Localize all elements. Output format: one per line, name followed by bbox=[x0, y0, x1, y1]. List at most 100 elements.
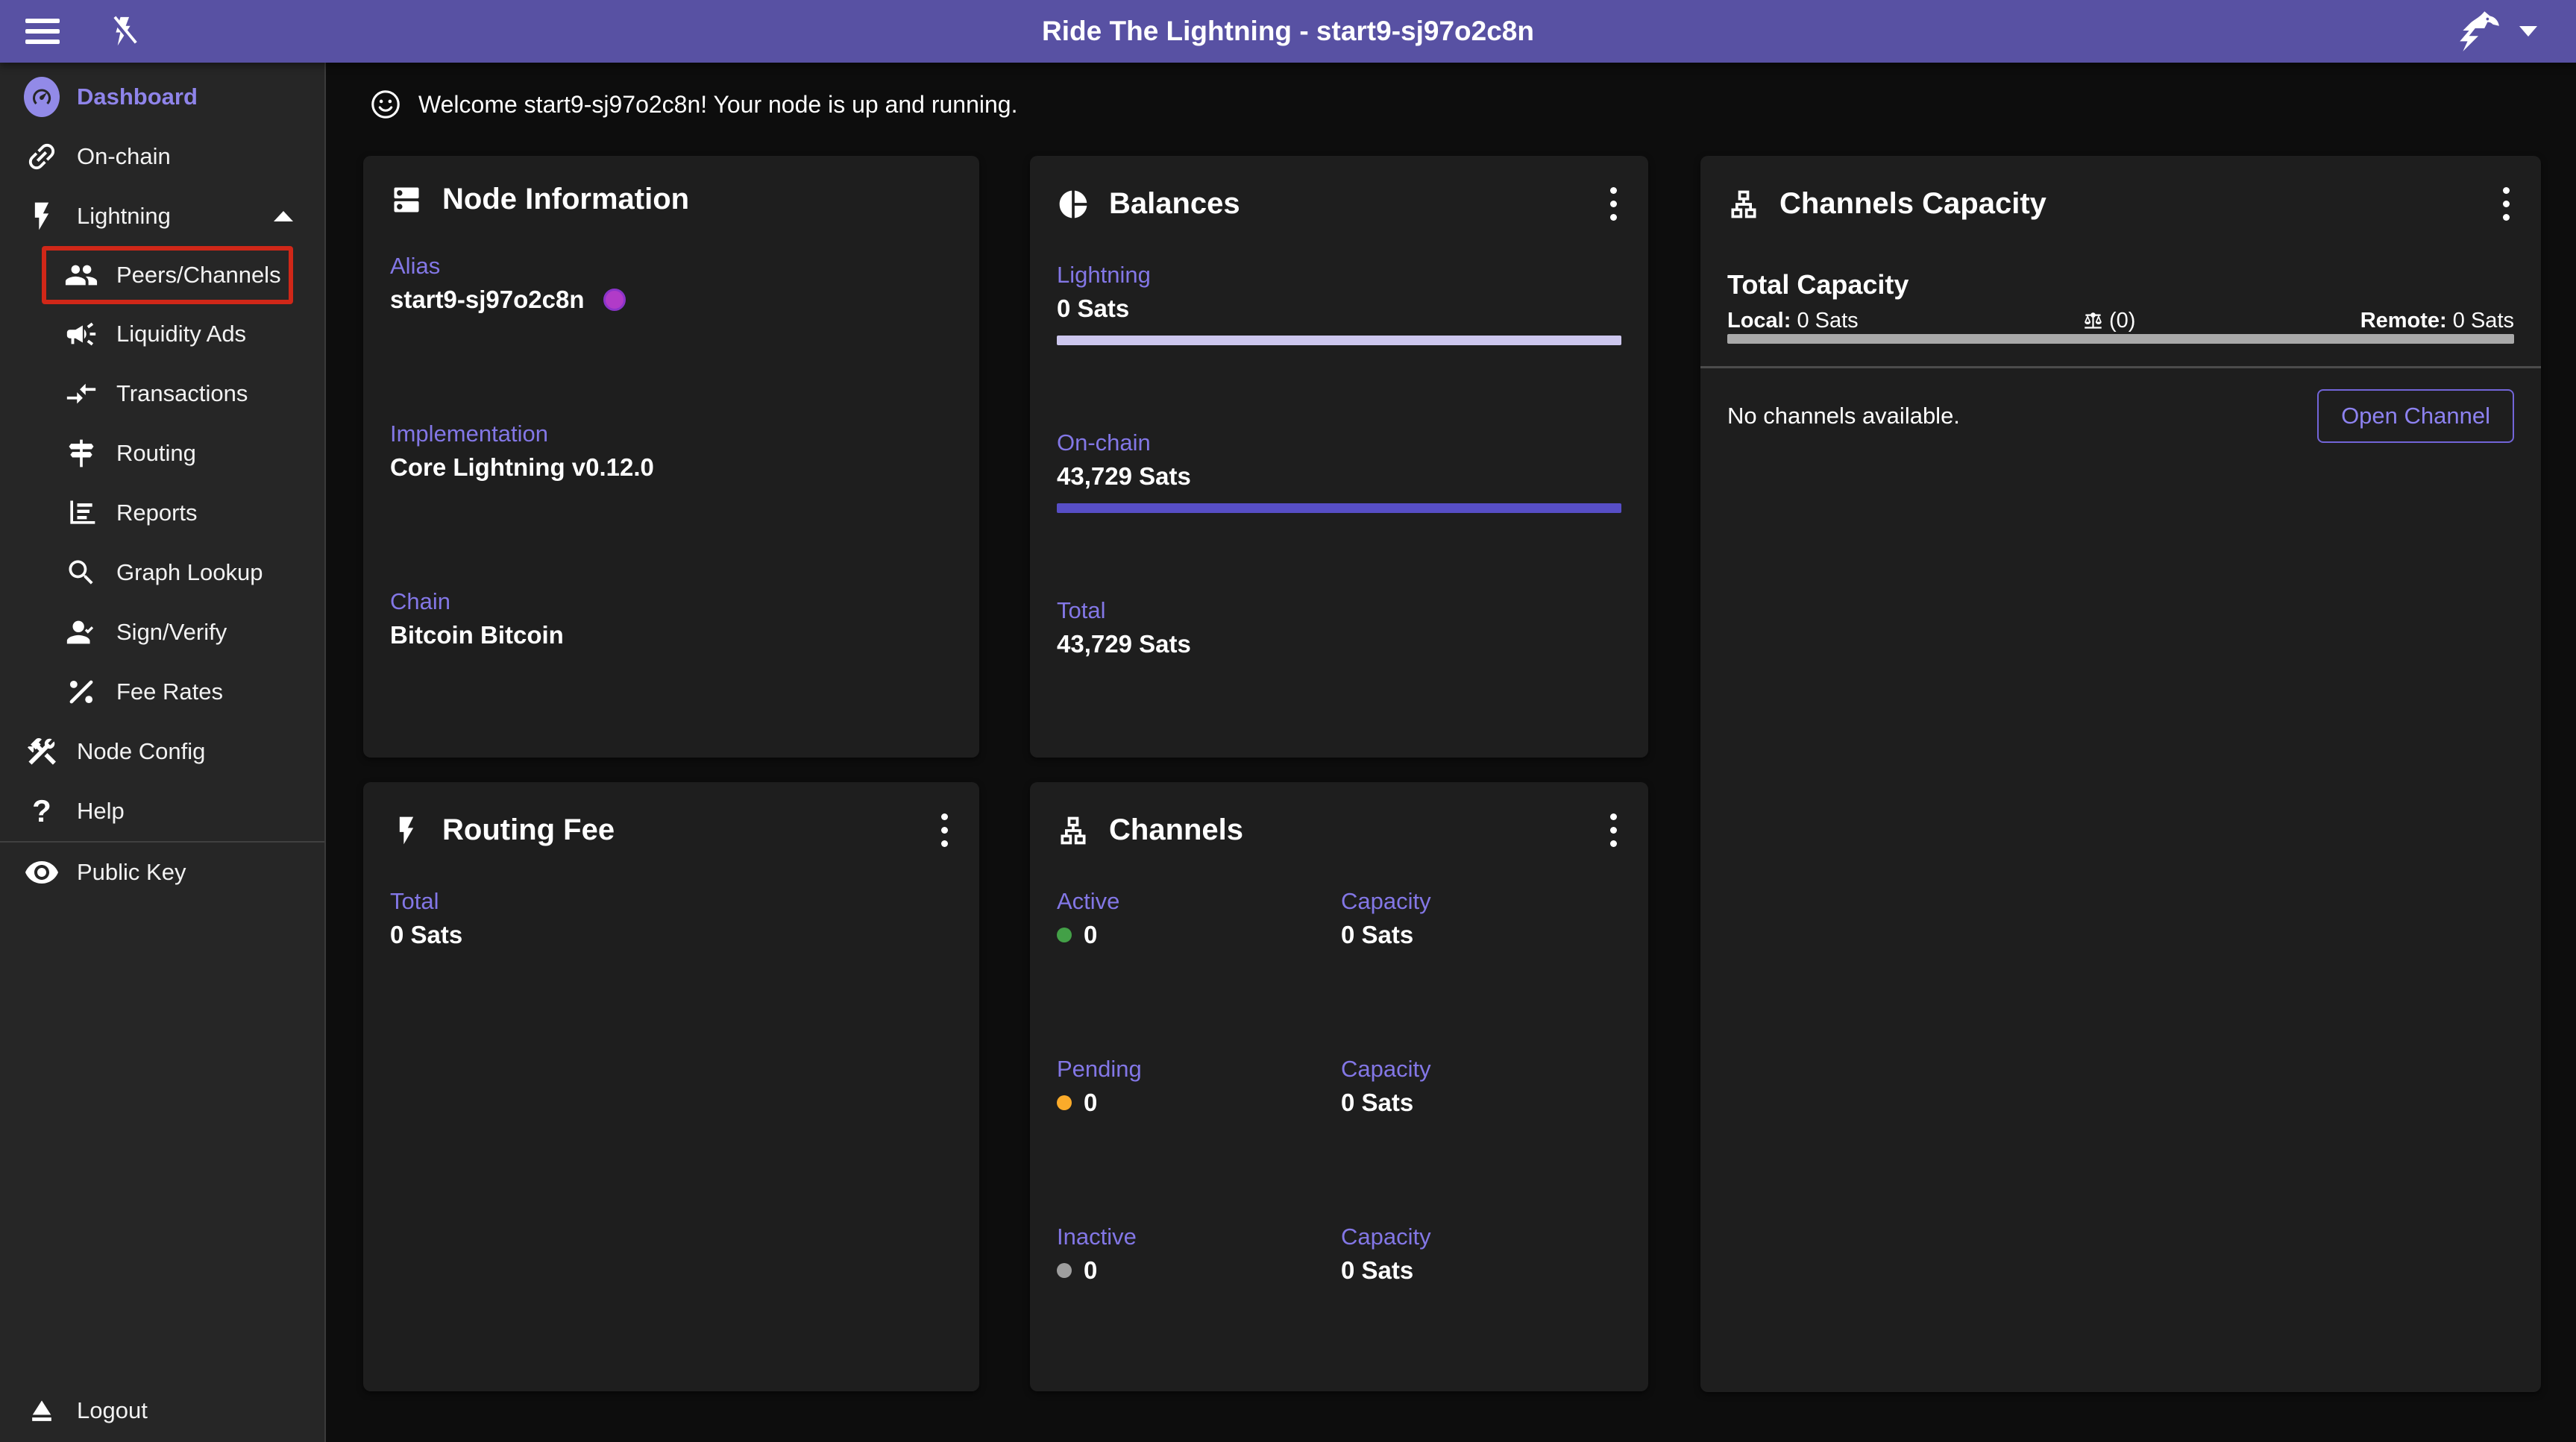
flash-off-icon[interactable] bbox=[106, 14, 140, 48]
network-hub-icon bbox=[1731, 190, 1756, 218]
sidebar-item-routing[interactable]: Routing bbox=[0, 424, 324, 483]
sidebar-item-label: Peers/Channels bbox=[116, 262, 281, 288]
channels-card: Channels Active 0 Capacity 0 Sats P bbox=[1030, 782, 1648, 1391]
report-chart-icon bbox=[63, 495, 99, 531]
pending-channels-label: Pending bbox=[1057, 1056, 1142, 1082]
sidebar-item-lightning[interactable]: Lightning bbox=[0, 186, 324, 246]
sidebar-item-help[interactable]: ? Help bbox=[0, 781, 324, 841]
inactive-capacity-label: Capacity bbox=[1341, 1224, 1431, 1250]
implementation-value: Core Lightning v0.12.0 bbox=[390, 453, 654, 481]
remote-value: 0 Sats bbox=[2452, 309, 2514, 333]
welcome-text: Welcome start9-sj97o2c8n! Your node is u… bbox=[418, 90, 1018, 118]
routing-fee-card: Routing Fee Total 0 Sats bbox=[363, 782, 979, 1391]
alias-label: Alias bbox=[390, 253, 441, 279]
sidebar-item-node-config[interactable]: Node Config bbox=[0, 722, 324, 781]
chain-value: Bitcoin Bitcoin bbox=[390, 621, 564, 649]
sidebar-item-label: Graph Lookup bbox=[116, 559, 263, 585]
group-icon bbox=[63, 257, 99, 293]
pending-capacity-label: Capacity bbox=[1341, 1056, 1431, 1082]
sidebar-item-label: Sign/Verify bbox=[116, 619, 227, 645]
balance-count: (0) bbox=[2108, 309, 2136, 333]
card-title: Channels bbox=[1109, 813, 1244, 846]
sidebar-item-fee-rates[interactable]: Fee Rates bbox=[0, 662, 324, 722]
sidebar-item-label: Help bbox=[77, 798, 125, 824]
pending-status-dot bbox=[1057, 1095, 1072, 1110]
sidebar-item-logout[interactable]: Logout bbox=[0, 1381, 324, 1441]
node-color-dot bbox=[603, 289, 626, 311]
person-check-icon bbox=[63, 614, 99, 650]
inactive-channels-value: 0 bbox=[1084, 1256, 1098, 1284]
balance-scale-icon bbox=[2085, 312, 2102, 329]
signpost-icon bbox=[63, 435, 99, 471]
lightning-balance-bar bbox=[1057, 336, 1621, 345]
total-capacity-heading: Total Capacity bbox=[1727, 269, 1909, 300]
sidebar-item-reports[interactable]: Reports bbox=[0, 483, 324, 543]
sidebar-item-peers-channels[interactable]: Peers/Channels bbox=[42, 246, 293, 304]
sidebar-item-label: Dashboard bbox=[77, 84, 198, 110]
sidebar-item-label: Fee Rates bbox=[116, 679, 224, 705]
percent-icon bbox=[63, 674, 99, 710]
page-title: Ride The Lightning - start9-sj97o2c8n bbox=[1042, 16, 1534, 46]
sidebar-item-dashboard[interactable]: Dashboard bbox=[0, 67, 324, 127]
active-channels-label: Active bbox=[1057, 888, 1120, 914]
sidebar-item-public-key[interactable]: Public Key bbox=[0, 843, 324, 902]
sidebar-item-label: Liquidity Ads bbox=[116, 321, 247, 347]
welcome-banner: Welcome start9-sj97o2c8n! Your node is u… bbox=[369, 88, 1017, 121]
card-title: Channels Capacity bbox=[1779, 187, 2046, 220]
sidebar-item-transactions[interactable]: Transactions bbox=[0, 364, 324, 424]
onchain-balance-label: On-chain bbox=[1057, 429, 1151, 456]
active-channels-value: 0 bbox=[1084, 921, 1098, 948]
active-capacity-value: 0 Sats bbox=[1341, 921, 1414, 948]
pending-capacity-value: 0 Sats bbox=[1341, 1089, 1414, 1116]
link-icon bbox=[24, 139, 60, 174]
onchain-balance-value: 43,729 Sats bbox=[1057, 462, 1191, 490]
card-title: Balances bbox=[1109, 187, 1240, 220]
alias-value: start9-sj97o2c8n bbox=[390, 286, 585, 313]
eye-icon bbox=[24, 854, 60, 890]
card-title: Routing Fee bbox=[442, 813, 615, 846]
sidebar-item-label: Public Key bbox=[77, 859, 186, 885]
local-value: 0 Sats bbox=[1797, 309, 1859, 333]
sidebar-item-graph-lookup[interactable]: Graph Lookup bbox=[0, 543, 324, 602]
sidebar-item-label: Node Config bbox=[77, 738, 206, 764]
sidebar-divider bbox=[0, 841, 324, 843]
tools-icon bbox=[24, 734, 60, 769]
top-bar: Ride The Lightning - start9-sj97o2c8n bbox=[0, 0, 2576, 63]
sidebar-item-label: Routing bbox=[116, 440, 196, 466]
lightning-bolt-icon bbox=[24, 198, 60, 234]
pie-chart-icon bbox=[1059, 190, 1087, 218]
rtl-horse-logo-icon bbox=[2460, 11, 2499, 51]
more-options-icon[interactable] bbox=[1606, 809, 1621, 851]
routing-fee-total-label: Total bbox=[390, 888, 439, 914]
sidebar-item-sign-verify[interactable]: Sign/Verify bbox=[0, 602, 324, 662]
sidebar-item-label: Logout bbox=[77, 1397, 148, 1423]
hamburger-menu-icon[interactable] bbox=[25, 19, 60, 44]
search-icon bbox=[63, 555, 99, 591]
smiley-icon bbox=[371, 90, 400, 119]
server-icon bbox=[394, 187, 419, 212]
sidebar-item-label: Transactions bbox=[116, 380, 248, 406]
sidebar-item-label: On-chain bbox=[77, 143, 171, 169]
onchain-balance-bar bbox=[1057, 503, 1621, 513]
network-hub-icon bbox=[1061, 816, 1086, 844]
routing-fee-total-value: 0 Sats bbox=[390, 921, 463, 948]
more-options-icon[interactable] bbox=[1606, 183, 1621, 225]
account-menu[interactable] bbox=[2454, 10, 2537, 53]
question-icon: ? bbox=[32, 793, 51, 828]
active-capacity-label: Capacity bbox=[1341, 888, 1431, 914]
total-balance-value: 43,729 Sats bbox=[1057, 630, 1191, 658]
no-channels-text: No channels available. bbox=[1727, 403, 1960, 429]
main-content: Welcome start9-sj97o2c8n! Your node is u… bbox=[326, 63, 2576, 1442]
sidebar-item-liquidity-ads[interactable]: Liquidity Ads bbox=[0, 304, 324, 364]
sidebar-item-onchain[interactable]: On-chain bbox=[0, 127, 324, 186]
swap-arrows-icon bbox=[63, 376, 99, 412]
local-label: Local: bbox=[1727, 309, 1791, 333]
more-options-icon[interactable] bbox=[937, 809, 952, 851]
more-options-icon[interactable] bbox=[2498, 183, 2514, 225]
active-status-dot bbox=[1057, 928, 1072, 942]
chain-label: Chain bbox=[390, 588, 450, 614]
open-channel-button[interactable]: Open Channel bbox=[2317, 389, 2514, 443]
total-balance-label: Total bbox=[1057, 597, 1106, 623]
balances-card: Balances Lightning 0 Sats On-chain 43,72… bbox=[1030, 156, 1648, 758]
sidebar-item-label: Reports bbox=[116, 500, 198, 526]
